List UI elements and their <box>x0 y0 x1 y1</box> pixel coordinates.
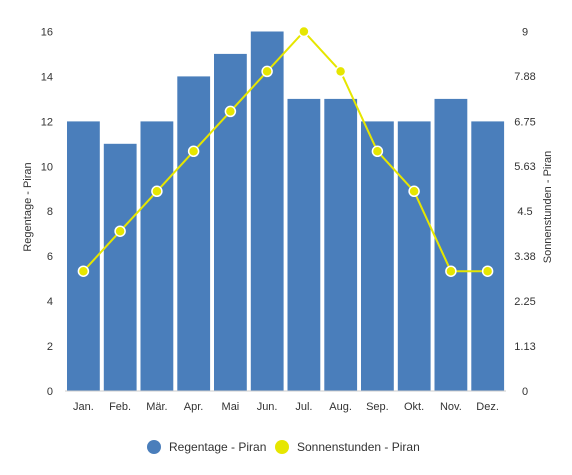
right-tick-label: 4.5 <box>517 206 532 218</box>
sunshine-point-6[interactable] <box>298 25 310 38</box>
right-tick-label: 6.75 <box>514 116 535 128</box>
bar-2[interactable] <box>140 121 174 392</box>
x-tick-label: Aug. <box>329 401 352 413</box>
bar-7[interactable] <box>324 98 358 392</box>
x-tick-label: Mär. <box>146 401 167 413</box>
legend-marker-sunshine-hours <box>275 440 289 454</box>
x-tick-label: Sep. <box>366 401 389 413</box>
left-axis-ticks: 0 2 4 6 8 10 12 14 16 <box>41 27 53 399</box>
sunshine-point-10[interactable] <box>445 265 457 277</box>
bar-8[interactable] <box>361 121 394 392</box>
left-axis-title: Regentage - Piran <box>22 162 34 251</box>
right-tick-label: 7.88 <box>514 71 535 83</box>
x-tick-label: Jan. <box>73 401 94 413</box>
left-tick-label: 2 <box>47 341 53 353</box>
sunshine-point-0[interactable] <box>77 265 90 277</box>
rain-days-bars <box>67 31 505 392</box>
left-tick-label: 0 <box>47 386 53 398</box>
legend-item-rain-days[interactable]: Regentage - Piran <box>147 440 266 454</box>
x-axis-ticks: Jan. Feb. Mär. Apr. Mai Jun. Jul. Aug. Sep. Okt. N… <box>73 401 499 413</box>
sunshine-hours-series <box>77 25 494 277</box>
bar-11[interactable] <box>471 121 505 392</box>
sunshine-point-7[interactable] <box>334 65 347 78</box>
bar-10[interactable] <box>434 98 468 392</box>
sunshine-point-1[interactable] <box>114 225 126 237</box>
x-tick-label: Jul. <box>295 401 312 413</box>
sunshine-point-2[interactable] <box>151 185 163 198</box>
bar-5[interactable] <box>250 31 284 392</box>
bar-3[interactable] <box>177 76 211 392</box>
left-tick-label: 8 <box>47 206 53 218</box>
bar-0[interactable] <box>67 121 100 392</box>
sunshine-point-4[interactable] <box>224 105 237 118</box>
right-tick-label: 9 <box>522 27 528 39</box>
left-tick-label: 4 <box>47 296 53 308</box>
x-tick-label: Dez. <box>476 401 499 413</box>
legend-label-sunshine-hours: Sonnenstunden - Piran <box>297 440 420 454</box>
right-tick-label: 2.25 <box>514 296 535 308</box>
sunshine-hours-line <box>82 30 488 273</box>
bar-9[interactable] <box>397 121 431 392</box>
sunshine-point-5[interactable] <box>261 65 273 78</box>
sunshine-point-9[interactable] <box>408 185 420 198</box>
sunshine-point-8[interactable] <box>371 145 384 158</box>
left-tick-label: 10 <box>41 161 53 173</box>
legend: Regentage - Piran Sonnenstunden - Piran <box>147 440 420 454</box>
right-tick-label: 1.13 <box>514 341 535 353</box>
x-tick-label: Feb. <box>109 401 131 413</box>
left-tick-label: 16 <box>41 27 53 39</box>
x-tick-label: Nov. <box>440 401 462 413</box>
right-tick-label: 0 <box>522 386 528 398</box>
left-tick-label: 12 <box>41 116 53 128</box>
legend-label-rain-days: Regentage - Piran <box>169 440 266 454</box>
left-tick-label: 6 <box>47 251 53 263</box>
legend-item-sunshine-hours[interactable]: Sonnenstunden - Piran <box>275 440 420 454</box>
right-axis-title: Sonnenstunden - Piran <box>542 151 554 264</box>
left-tick-label: 14 <box>41 71 53 83</box>
bar-6[interactable] <box>287 98 321 392</box>
x-tick-label: Mai <box>222 401 240 413</box>
bar-1[interactable] <box>103 143 137 391</box>
x-tick-label: Apr. <box>184 401 204 413</box>
sunshine-point-11[interactable] <box>481 265 494 277</box>
legend-marker-rain-days <box>147 440 161 454</box>
right-tick-label: 3.38 <box>514 251 535 263</box>
right-tick-label: 5.63 <box>514 161 535 173</box>
x-tick-label: Jun. <box>257 401 278 413</box>
right-axis-ticks: 0 1.13 2.25 3.38 4.5 5.63 6.75 7.88 9 <box>514 27 535 399</box>
sunshine-point-3[interactable] <box>187 145 200 158</box>
x-tick-label: Okt. <box>404 401 424 413</box>
bar-4[interactable] <box>214 53 247 392</box>
